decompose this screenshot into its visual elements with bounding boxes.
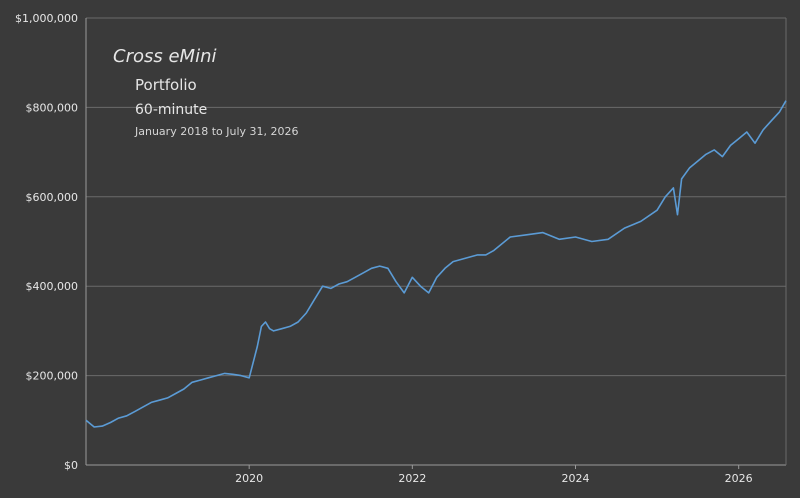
y-tick-label: $1,000,000	[15, 12, 78, 25]
chart-title: Cross eMini	[113, 46, 217, 67]
x-tick-label: 2020	[235, 472, 263, 485]
period-label: 60-minute	[135, 102, 208, 118]
y-tick-label: $200,000	[26, 370, 79, 383]
title-block: Cross eMini Portfolio 60-minute January …	[113, 46, 299, 139]
x-tick-label: 2026	[725, 472, 753, 485]
y-tick-label: $800,000	[26, 101, 79, 114]
date-range-label: January 2018 to July 31, 2026	[135, 125, 299, 138]
portfolio-label: Portfolio	[135, 76, 197, 94]
x-tick-label: 2022	[398, 472, 426, 485]
y-tick-label: $400,000	[26, 280, 79, 293]
y-tick-label: $0	[64, 459, 78, 472]
x-tick-label: 2024	[562, 472, 590, 485]
y-tick-label: $600,000	[26, 191, 79, 204]
series-line-0	[85, 100, 787, 428]
